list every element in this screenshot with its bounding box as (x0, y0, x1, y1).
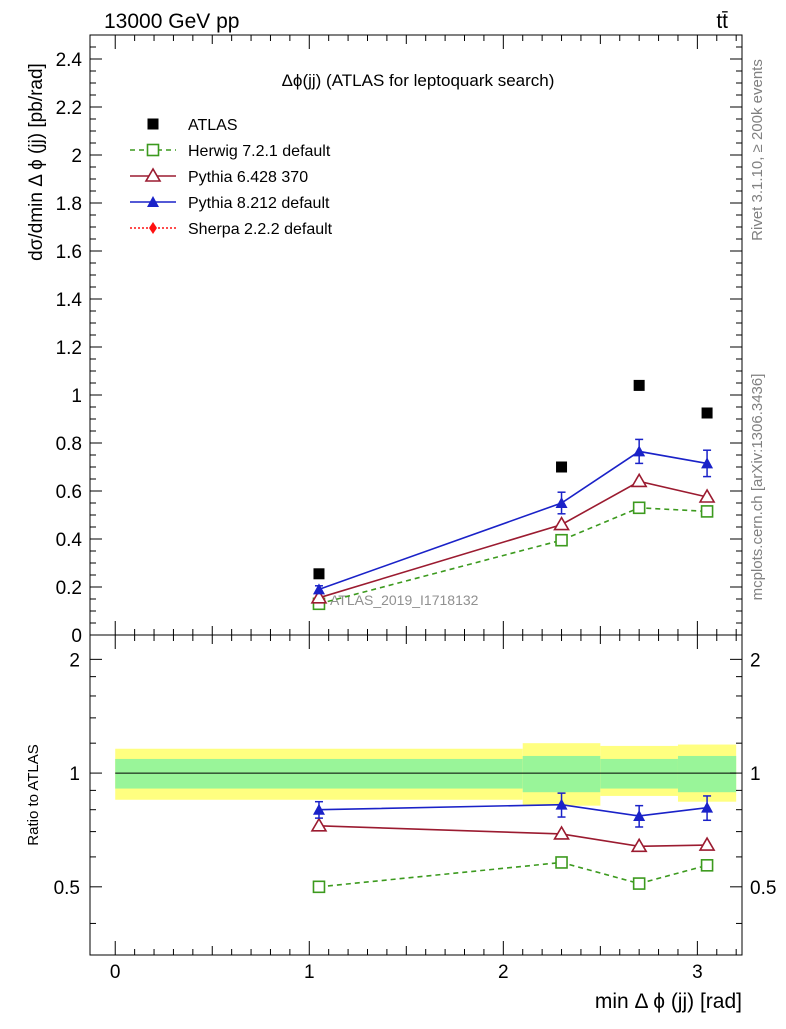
analysis-tag: ATLAS_2019_I1718132 (330, 592, 479, 608)
axes: 0 0.2 0.4 0.6 0.8 1 1.2 1.4 1.6 1.8 2 2.2 2.4 0 1 2 3 0.5… (54, 34, 776, 983)
x-axis-title: min Δ ϕ (jj) [rad] (595, 990, 742, 1013)
process-label: tt̄ (716, 10, 728, 33)
inner-band-0 (115, 758, 523, 789)
atlas-data-point (701, 407, 713, 419)
legend-entry-3: Pythia 8.212 default (130, 195, 330, 212)
series-1-main-point (310, 589, 328, 604)
y-axis-title: dσ/dmin Δ ϕ (jj) [pb/rad] (26, 63, 47, 261)
series-2-ratio-point (555, 798, 568, 810)
y-tick-label: 1.8 (56, 194, 82, 215)
y-tick-label: 0.2 (56, 578, 82, 599)
series-2-main-point (701, 457, 714, 469)
legend-entry-0: ATLAS (147, 117, 238, 134)
legend-entry-2: Pythia 6.428 370 (130, 167, 308, 186)
inner-band-2 (600, 758, 678, 789)
rivet-version-label: Rivet 3.1.10, ≥ 200k events (749, 59, 766, 241)
x-tick-label: 3 (692, 962, 703, 983)
y-tick-label: 2 (71, 146, 82, 167)
inner-band-3 (677, 755, 737, 793)
ratio-tick-label-left: 1 (69, 764, 80, 785)
atlas-data-point (556, 461, 568, 473)
series-0-ratio-point (700, 859, 714, 872)
y-tick-label: 1 (71, 386, 82, 407)
legend-marker (147, 118, 159, 130)
series-2-main-point (555, 497, 568, 508)
energy-label: 13000 GeV pp (104, 10, 239, 33)
legend-marker (144, 167, 162, 182)
series-0-ratio-line (318, 861, 708, 888)
y-tick-label: 1.2 (56, 338, 82, 359)
series-1-main-line (318, 480, 708, 599)
legend-marker (146, 143, 160, 157)
y-tick-label: 0.8 (56, 434, 82, 455)
ratio-tick-label-left: 0.5 (54, 878, 80, 899)
legend-label: ATLAS (188, 117, 238, 134)
ratio-y-axis-title: Ratio to ATLAS (25, 744, 42, 845)
y-tick-label: 0.4 (56, 530, 83, 551)
series-0-main-point (700, 505, 714, 518)
series-0-ratio-point (632, 877, 646, 890)
plot-title: Δϕ(jj) (ATLAS for leptoquark search) (282, 71, 555, 90)
legend-entry-4: Sherpa 2.2.2 default (130, 221, 333, 238)
x-tick-label: 2 (498, 962, 509, 983)
series-2-main-point (312, 583, 325, 595)
legend-entry-1: Herwig 7.2.1 default (130, 143, 331, 160)
series-2-ratio-line (318, 803, 708, 817)
series-1-ratio-point (310, 817, 328, 832)
series-1-ratio-line (318, 825, 708, 848)
series-1-ratio-point (553, 825, 570, 840)
ratio-tick-label-left: 2 (69, 650, 80, 671)
legend-label: Pythia 6.428 370 (188, 169, 308, 186)
y-tick-label: 0 (71, 626, 82, 647)
series-0-main-point (555, 533, 568, 547)
series-0-main-line (318, 506, 708, 605)
legend-marker (147, 196, 159, 207)
series-0-main-point (632, 501, 646, 515)
y-tick-label: 2.4 (56, 50, 83, 71)
atlas-data-point (633, 379, 645, 391)
series-0-ratio-point (312, 880, 326, 894)
legend-marker (149, 222, 157, 234)
x-tick-label: 0 (110, 962, 121, 983)
series-1-main-point (630, 472, 648, 488)
y-tick-label: 1.6 (56, 242, 82, 263)
mcplots-label: mcplots.cern.ch [arXiv:1306.3436] (749, 374, 766, 601)
ratio-tick-label-right: 2 (750, 650, 761, 671)
series-2-ratio-point (312, 803, 325, 815)
series-2-ratio-point (701, 801, 714, 813)
legend: ATLAS Herwig 7.2.1 default Pythia 6.428 37… (130, 117, 333, 238)
inner-band-1 (522, 755, 601, 793)
x-tick-label: 1 (304, 962, 315, 983)
series-2-main-point (633, 445, 646, 457)
legend-label: Sherpa 2.2.2 default (188, 221, 333, 238)
y-tick-label: 0.6 (56, 482, 82, 503)
series-1-main-point (698, 488, 716, 503)
series-layer (310, 379, 716, 894)
y-tick-label: 2.2 (56, 98, 82, 119)
series-0-ratio-point (555, 856, 568, 869)
legend-label: Pythia 8.212 default (188, 195, 330, 212)
legend-label: Herwig 7.2.1 default (188, 143, 331, 160)
ratio-plot-frame (89, 634, 743, 956)
ratio-tick-label-right: 0.5 (750, 878, 776, 899)
series-1-main-point (553, 516, 570, 531)
series-1-ratio-point (630, 837, 648, 853)
series-2-ratio-point (633, 809, 646, 821)
y-tick-label: 1.4 (56, 290, 83, 311)
series-2-main-line (318, 450, 708, 591)
series-1-ratio-point (698, 836, 716, 851)
ratio-tick-label-right: 1 (750, 764, 761, 785)
atlas-data-point (313, 568, 325, 580)
uncertainty-bands (115, 743, 737, 806)
